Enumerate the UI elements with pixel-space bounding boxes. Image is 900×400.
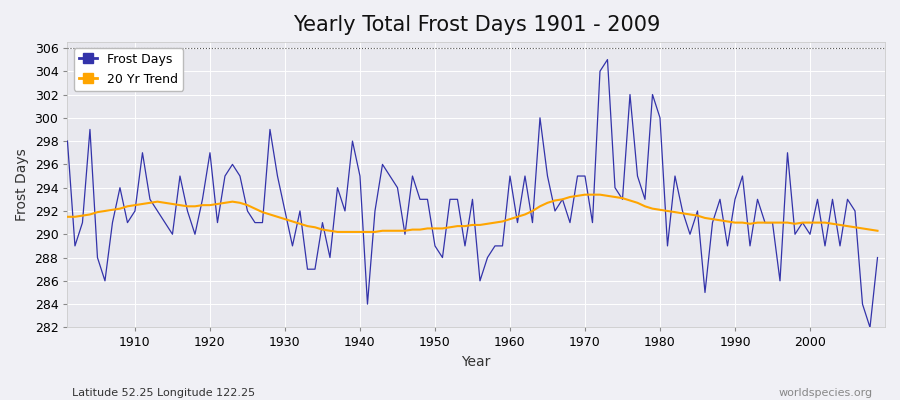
Text: Latitude 52.25 Longitude 122.25: Latitude 52.25 Longitude 122.25	[72, 388, 255, 398]
Text: worldspecies.org: worldspecies.org	[778, 388, 873, 398]
Frost Days	[332, 185, 343, 190]
20 Yr Trend	[609, 194, 620, 199]
20 Yr Trend	[512, 214, 523, 219]
Legend: Frost Days, 20 Yr Trend: Frost Days, 20 Yr Trend	[74, 48, 184, 91]
Y-axis label: Frost Days: Frost Days	[15, 148, 29, 221]
20 Yr Trend	[287, 219, 298, 224]
Frost Days	[595, 69, 606, 74]
Frost Days	[122, 220, 133, 225]
Frost Days	[872, 255, 883, 260]
Frost Days	[287, 244, 298, 248]
20 Yr Trend	[339, 230, 350, 234]
20 Yr Trend	[62, 214, 73, 219]
Frost Days	[497, 244, 508, 248]
Frost Days	[505, 174, 516, 178]
20 Yr Trend	[872, 228, 883, 233]
Frost Days	[602, 57, 613, 62]
20 Yr Trend	[580, 192, 590, 197]
Frost Days	[865, 325, 876, 330]
Line: 20 Yr Trend: 20 Yr Trend	[68, 195, 878, 232]
Line: Frost Days: Frost Days	[68, 60, 878, 328]
20 Yr Trend	[332, 230, 343, 234]
20 Yr Trend	[122, 204, 133, 209]
Frost Days	[62, 139, 73, 144]
X-axis label: Year: Year	[462, 355, 490, 369]
Title: Yearly Total Frost Days 1901 - 2009: Yearly Total Frost Days 1901 - 2009	[292, 15, 660, 35]
20 Yr Trend	[505, 217, 516, 222]
